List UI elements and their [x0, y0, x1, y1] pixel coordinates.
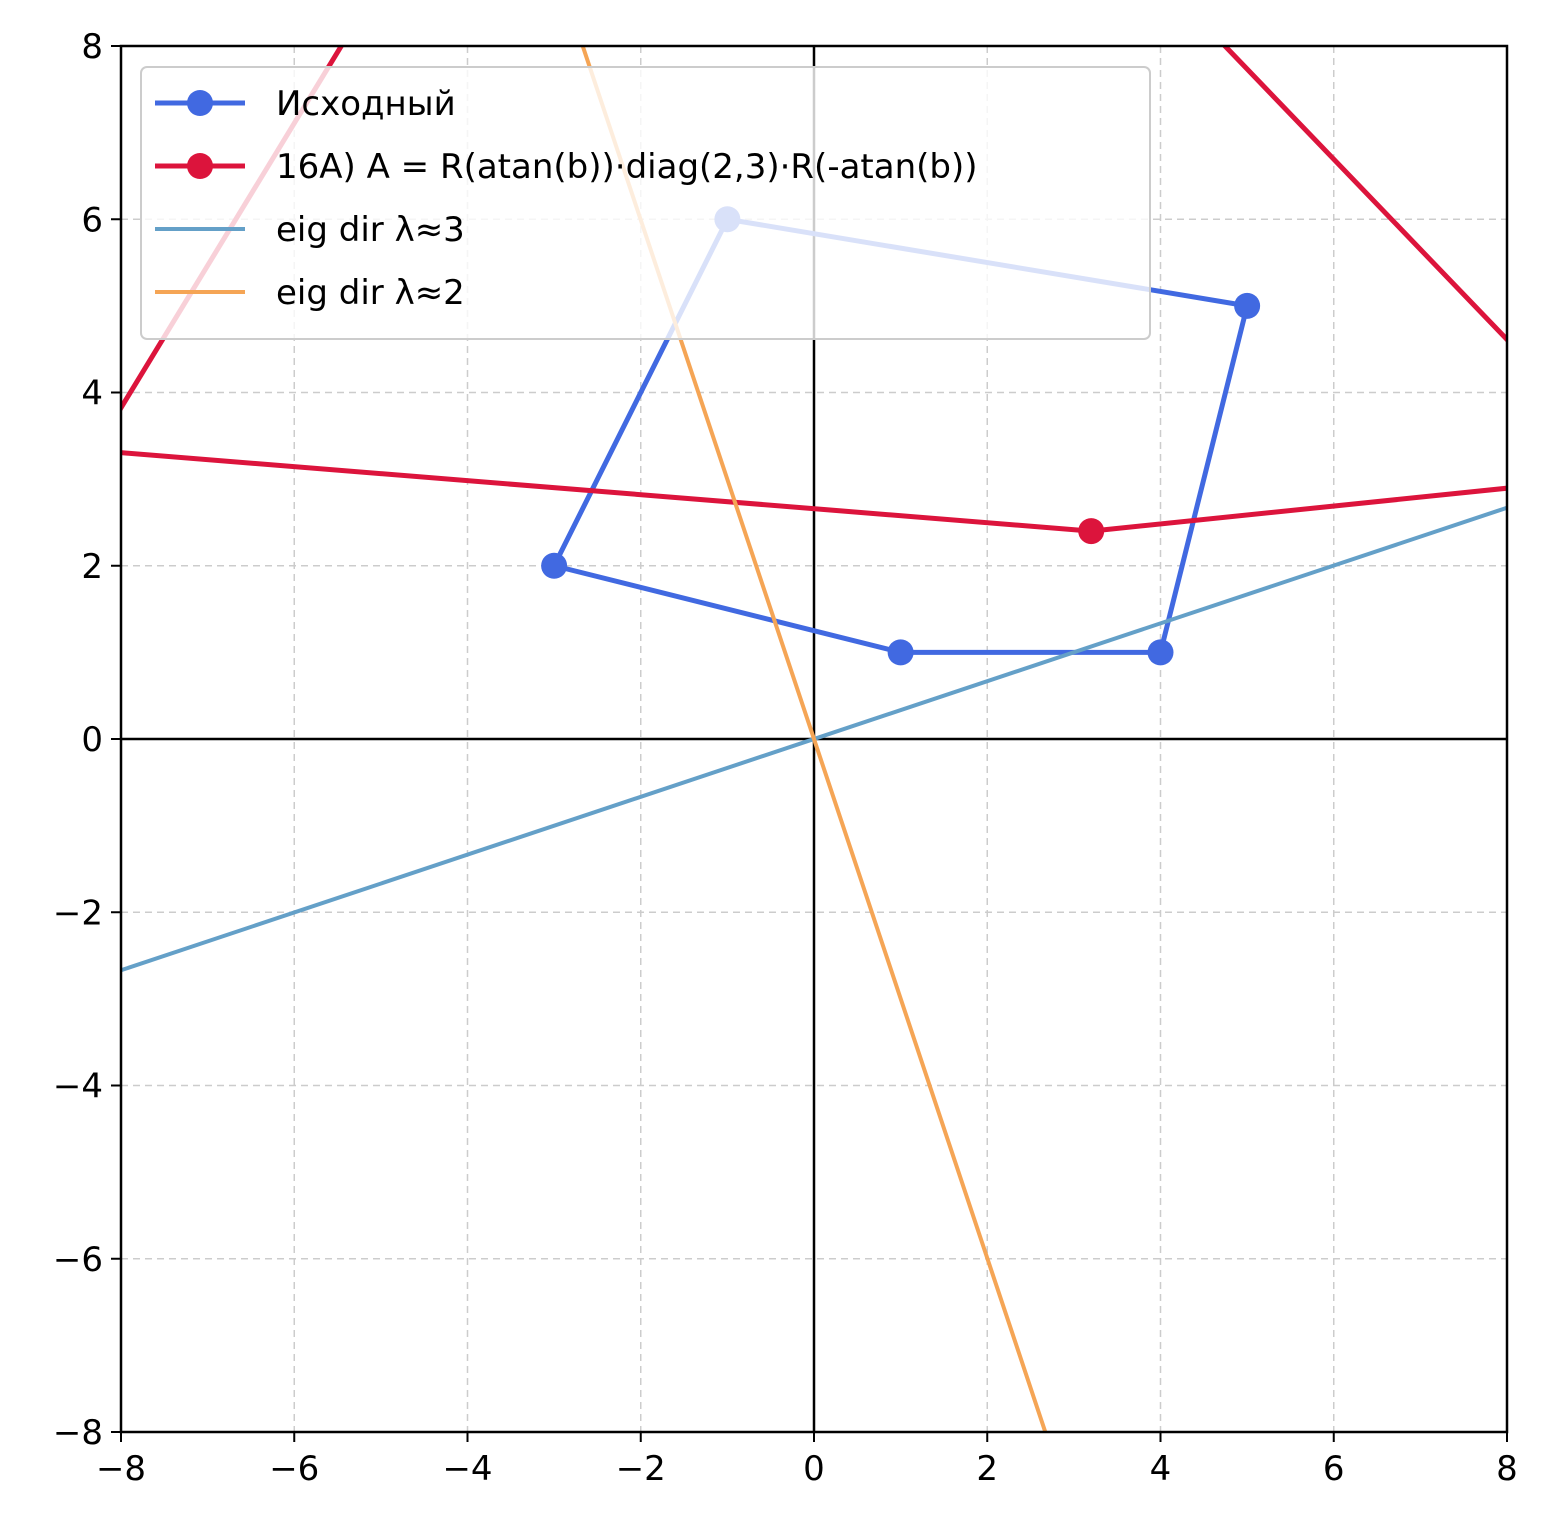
legend-item-3: eig dir λ≈2 [155, 273, 465, 313]
legend-marker-0 [187, 90, 213, 116]
y-tick-label-0: −8 [53, 1413, 103, 1453]
y-tick-label-5: 2 [81, 547, 103, 587]
ticks: −8 −6 −4 −2 0 2 4 6 8 −8 −6 −4 −2 0 2 4 6 8 [53, 27, 1518, 1489]
x-tick-label-1: −6 [269, 1449, 319, 1489]
y-tick-label-3: −2 [53, 893, 103, 933]
legend-marker-1 [187, 153, 213, 179]
y-tick-label-1: −6 [53, 1240, 103, 1280]
series-0-point-3 [1234, 292, 1261, 319]
legend-label-3: eig dir λ≈2 [276, 273, 465, 313]
series-0-point-2 [1147, 639, 1174, 666]
x-tick-label-0: −8 [96, 1449, 146, 1489]
x-tick-label-7: 6 [1323, 1449, 1345, 1489]
series-0-point-1 [887, 639, 914, 666]
y-tick-label-2: −4 [53, 1067, 103, 1107]
x-tick-label-8: 8 [1496, 1449, 1518, 1489]
x-tick-label-6: 4 [1150, 1449, 1172, 1489]
legend-label-0: Исходный [276, 84, 456, 124]
y-tick-label-6: 4 [81, 374, 103, 414]
y-tick-label-7: 6 [81, 200, 103, 240]
legend-box [140, 66, 1151, 340]
series-1 [82, 46, 1507, 545]
series-line-1 [121, 46, 1507, 534]
legend-item-1: 16A) A = R(atan(b))·diag(2,3)·R(-atan(b)… [155, 147, 978, 187]
series-0-point-0 [541, 552, 568, 579]
x-tick-label-4: 0 [803, 1449, 825, 1489]
legend: Исходный 16A) A = R(atan(b))·diag(2,3)·R(… [140, 66, 1151, 340]
legend-label-2: eig dir λ≈3 [276, 210, 465, 250]
legend-label-1: 16A) A = R(atan(b))·diag(2,3)·R(-atan(b)… [276, 147, 978, 187]
x-tick-label-3: −2 [616, 1449, 666, 1489]
y-tick-label-8: 8 [81, 27, 103, 67]
series-1-point-1 [1078, 518, 1105, 545]
y-tick-label-4: 0 [81, 720, 103, 760]
x-tick-label-5: 2 [976, 1449, 998, 1489]
x-tick-label-2: −4 [442, 1449, 492, 1489]
legend-item-2: eig dir λ≈3 [155, 210, 465, 250]
legend-item-0: Исходный [155, 84, 456, 124]
series-1-point-0 [82, 438, 108, 464]
